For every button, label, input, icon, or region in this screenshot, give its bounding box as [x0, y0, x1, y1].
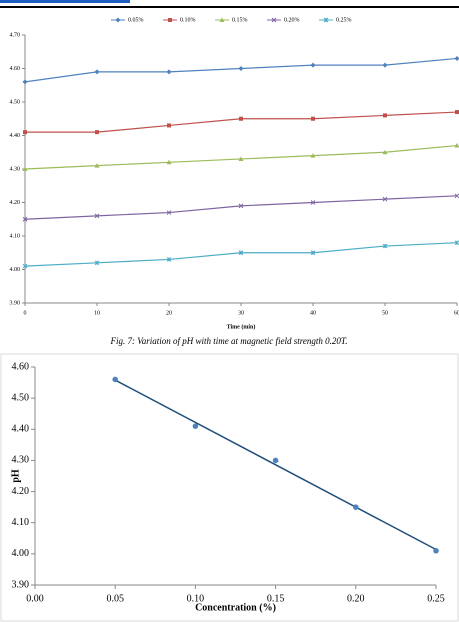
marker: [323, 17, 329, 23]
legend-label: 0.05%: [128, 17, 144, 23]
marker: [271, 17, 277, 23]
x-tick-label: 0.15: [267, 593, 285, 604]
series-line: [25, 111, 458, 133]
marker: [95, 130, 99, 135]
point: [433, 547, 439, 554]
y-tick-label: 4.20: [10, 200, 21, 206]
x-tick-label: 0.10: [187, 593, 205, 604]
marker: [219, 17, 225, 22]
marker: [454, 55, 459, 61]
x-tick-label: 0.20: [347, 593, 365, 604]
marker: [311, 116, 315, 121]
trendline: [114, 379, 437, 551]
marker: [22, 79, 28, 85]
marker: [238, 66, 244, 71]
point: [112, 376, 118, 383]
x-tick-label: 30: [238, 310, 244, 316]
series-line: [24, 195, 458, 220]
marker: [22, 216, 28, 222]
point: [192, 423, 199, 429]
y-axis-label: pH: [10, 469, 21, 483]
chart-frame: [0, 353, 459, 622]
marker: [94, 69, 100, 75]
marker: [454, 143, 459, 148]
y-tick-label: 4.60: [10, 66, 21, 72]
marker: [23, 130, 27, 135]
marker: [382, 62, 388, 68]
legend-label: 0.25%: [336, 17, 352, 23]
figure-caption: Fig. 7: Variation of pH with time at mag…: [110, 336, 348, 346]
y-tick-label: 4.30: [10, 166, 21, 172]
marker: [94, 213, 100, 219]
marker: [167, 123, 171, 128]
y-tick-label: 3.90: [12, 579, 30, 590]
y-tick-label: 4.20: [12, 486, 30, 497]
marker: [115, 17, 121, 23]
marker: [310, 200, 316, 205]
x-tick-label: 0.00: [26, 593, 44, 604]
x-tick-label: 0.05: [106, 593, 124, 604]
y-tick-label: 4.50: [12, 392, 30, 403]
point: [353, 504, 359, 510]
legend-label: 0.20%: [284, 17, 300, 23]
x-tick-label: 60: [454, 310, 459, 316]
x-tick-label: 0.25: [427, 593, 445, 604]
marker: [382, 196, 388, 202]
marker: [383, 113, 387, 118]
marker: [382, 243, 388, 249]
y-tick-label: 3.90: [10, 300, 21, 306]
marker: [382, 149, 388, 155]
marker: [166, 159, 172, 165]
marker: [166, 69, 172, 75]
y-tick-label: 4.00: [12, 548, 30, 559]
marker: [166, 257, 172, 262]
y-tick-label: 4.00: [10, 267, 21, 273]
legend-label: 0.10%: [180, 17, 196, 23]
x-tick-label: 50: [382, 310, 388, 316]
y-tick-label: 4.40: [10, 133, 21, 139]
header-link-bar: [0, 0, 130, 3]
y-tick-label: 4.10: [10, 233, 21, 239]
legend-label: 0.15%: [232, 17, 248, 23]
y-tick-label: 4.10: [12, 517, 30, 528]
marker: [94, 163, 100, 168]
marker: [310, 250, 316, 256]
marker: [238, 156, 244, 161]
marker: [238, 203, 244, 209]
point: [272, 457, 279, 464]
marker: [94, 260, 100, 266]
marker: [454, 193, 459, 199]
x-tick-label: 0: [24, 310, 27, 316]
x-tick-label: 40: [310, 310, 316, 316]
marker: [22, 166, 28, 171]
y-tick-label: 4.60: [12, 361, 30, 372]
x-axis-label: Time (min): [227, 323, 256, 330]
marker: [455, 110, 459, 115]
y-tick-label: 4.50: [10, 99, 21, 105]
y-tick-label: 4.70: [10, 32, 21, 38]
marker: [22, 263, 28, 269]
marker: [166, 210, 172, 215]
marker: [454, 240, 459, 246]
y-tick-label: 4.40: [12, 424, 30, 435]
y-tick-label: 4.30: [12, 455, 30, 466]
x-tick-label: 20: [166, 310, 172, 316]
x-axis-label: Concentration (%): [195, 602, 276, 613]
marker: [239, 116, 243, 121]
marker: [310, 62, 316, 68]
marker: [310, 153, 316, 158]
marker: [168, 18, 172, 22]
marker: [238, 250, 244, 256]
x-tick-label: 10: [94, 310, 100, 316]
